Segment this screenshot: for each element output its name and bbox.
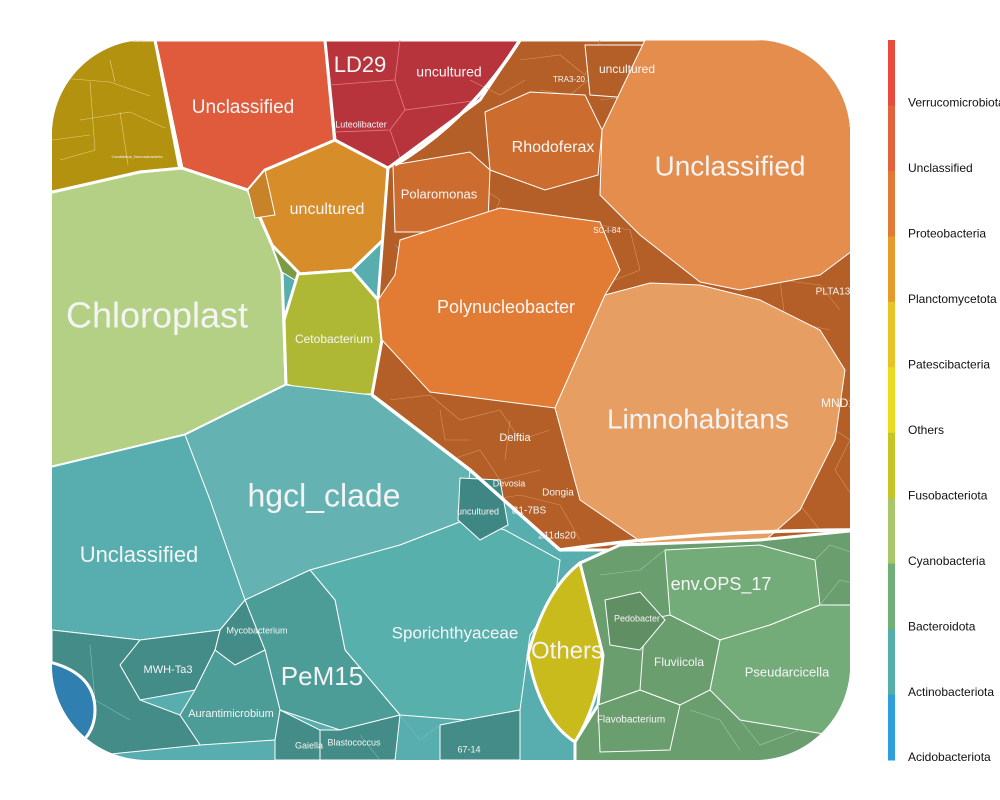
cell-label: Others (531, 637, 603, 664)
cell-rhodoferax (484, 91, 603, 191)
cell-limnohabitans (554, 282, 846, 549)
cell-flavobacterium (597, 689, 681, 753)
legend-label: Acidobacteriota (908, 750, 991, 764)
cell-label: uncultured (416, 64, 481, 80)
cell-label: B1-7BS (512, 506, 547, 517)
cell-label: Limnohabitans (607, 403, 789, 434)
cell-proteobacteria-unclassified (599, 40, 850, 291)
cell-label: Chloroplast (66, 295, 248, 336)
legend-swatch (888, 105, 895, 172)
cell-label: Unclassified (80, 542, 199, 567)
boundary-proteobacteria-diagonal (370, 393, 562, 552)
cell-label: Pedobacter (614, 613, 660, 623)
cell-label: Unclassified (192, 97, 294, 118)
cell-label: Pseudarcicella (745, 664, 830, 679)
cell-label: Rhodoferax (512, 139, 595, 156)
patescibacteria-subcells (52, 59, 166, 166)
legend-label: Cyanobacteria (908, 554, 986, 568)
cell-label: TRA3-20 (553, 75, 586, 84)
legend-swatch (888, 432, 895, 499)
cell-label: Devosia (493, 478, 526, 488)
cell-label: Fluviicola (654, 655, 704, 669)
legend-swatch (888, 301, 895, 368)
cell-label: 67-14 (457, 744, 480, 754)
cell-gaiella (274, 709, 321, 760)
cell-67-14 (439, 709, 521, 760)
cell-label: uncultured (290, 201, 365, 218)
legend-swatch (888, 40, 895, 106)
cell-label: SC-I-84 (593, 226, 621, 235)
cell-pseudarcicella (709, 604, 850, 741)
cell-label: Polynucleobacter (437, 297, 575, 317)
cell-label: Cetobacterium (295, 332, 373, 346)
cell-label: Mycobacterium (226, 625, 287, 635)
boundary-bacteroidota-arc (559, 528, 850, 552)
bacteroidota-subcells (599, 544, 850, 751)
cell-label: Polaromonas (401, 186, 478, 201)
cell-label: Delftia (499, 432, 531, 444)
cell-label: Gaiella (295, 740, 323, 750)
legend-label: Planctomycetota (908, 292, 997, 306)
cell-label: MND1 (821, 396, 855, 410)
boundary-proteobacteria-arc (394, 40, 522, 167)
legend-swatch (888, 236, 895, 303)
cell-label: Dongia (542, 488, 574, 499)
legend-label: Verrucomicrobiota (908, 96, 1000, 110)
legend-label: Proteobacteria (908, 227, 986, 241)
cell-label: env.OPS_17 (671, 574, 772, 595)
legend-swatch (888, 694, 895, 761)
cell-label: hgcl_clade (248, 477, 401, 513)
cell-label: Blastococcus (327, 737, 381, 747)
cell-label: uncultured (457, 506, 499, 516)
cell-label: LD29 (334, 52, 387, 77)
legend-label: Patescibacteria (908, 357, 990, 371)
cell-planctomycetota-small (247, 168, 276, 219)
cell-pedobacter (604, 591, 666, 651)
legend-swatch (888, 563, 895, 630)
cell-label: PeM15 (281, 661, 363, 691)
treemap-cells (52, 40, 850, 760)
legend-label: Others (908, 423, 944, 437)
legend-label: Fusobacteriota (908, 488, 988, 502)
legend: Verrucomicrobiota Unclassified Proteobacte… (888, 40, 1000, 764)
cell-label: Candidatus_Nomurabacteria (112, 154, 164, 159)
cell-label: Unclassified (655, 150, 806, 181)
cell-label: MWH-Ta3 (144, 664, 193, 676)
legend-label: Actinobacteriota (908, 685, 994, 699)
legend-label: Bacteroidota (908, 619, 976, 633)
cell-label: PLTA13 (816, 287, 851, 298)
cell-labels: Chloroplast Unclassified uncultured Cetobac… (66, 52, 855, 755)
legend-swatch (888, 367, 895, 434)
legend-swatch (888, 170, 895, 237)
cell-label: uncultured (599, 62, 655, 76)
cell-label: Sporichthyaceae (392, 623, 519, 642)
cell-label: Luteolibacter (335, 119, 387, 129)
legend-swatch (888, 498, 895, 565)
legend-label: Unclassified (908, 161, 973, 175)
cell-label: 211ds20 (538, 531, 576, 542)
verrucomicrobiota-subcells (329, 40, 481, 159)
cell-label: Flavobacterium (597, 715, 665, 726)
legend-swatch (888, 629, 895, 696)
cell-label: Aurantimicrobium (188, 708, 274, 720)
